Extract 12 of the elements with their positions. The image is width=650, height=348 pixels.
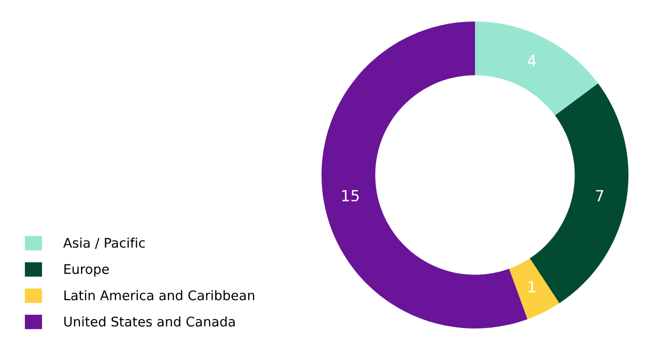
donut-slice [509,258,560,320]
donut-slice [322,22,528,328]
donut-slice [530,83,628,304]
data-label: 15 [342,190,359,202]
data-label: 4 [528,54,536,66]
data-label: 1 [528,281,536,292]
legend-label: Asia / Pacific [63,238,145,249]
legend-label: United States and Canada [64,316,235,327]
legend-label: Europe [64,264,109,277]
data-label: 7 [596,190,604,202]
legend-label: Latin America and Caribbean [64,290,254,300]
donut-slice [475,22,598,116]
